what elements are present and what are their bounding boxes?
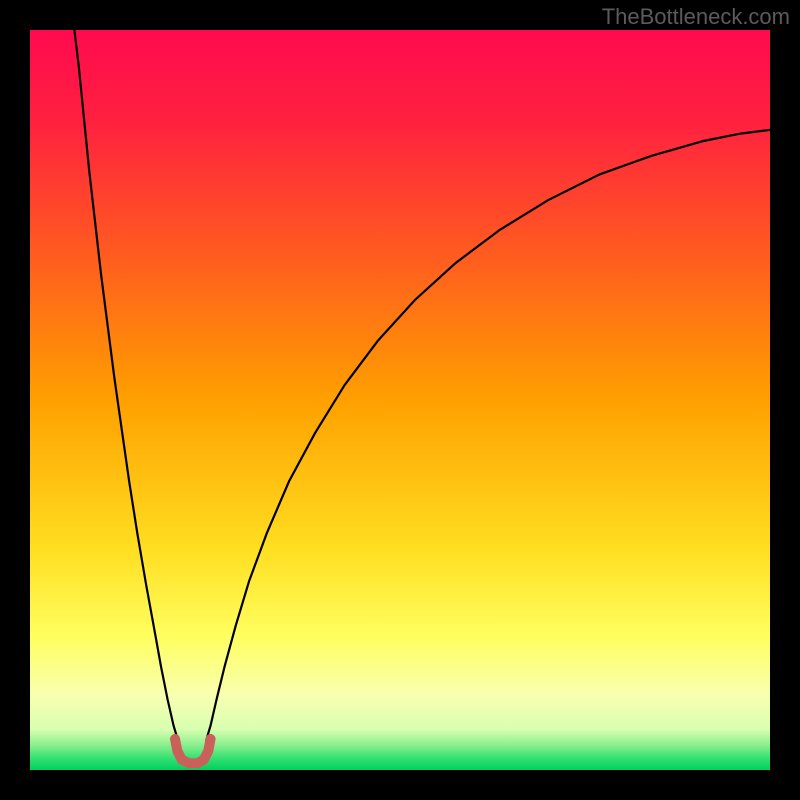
plot-svg <box>30 30 770 770</box>
plot-area <box>30 30 770 770</box>
plot-outer-frame <box>30 30 770 770</box>
plot-background <box>30 30 770 770</box>
watermark-text: TheBottleneck.com <box>602 4 790 30</box>
chart-stage: TheBottleneck.com <box>0 0 800 800</box>
